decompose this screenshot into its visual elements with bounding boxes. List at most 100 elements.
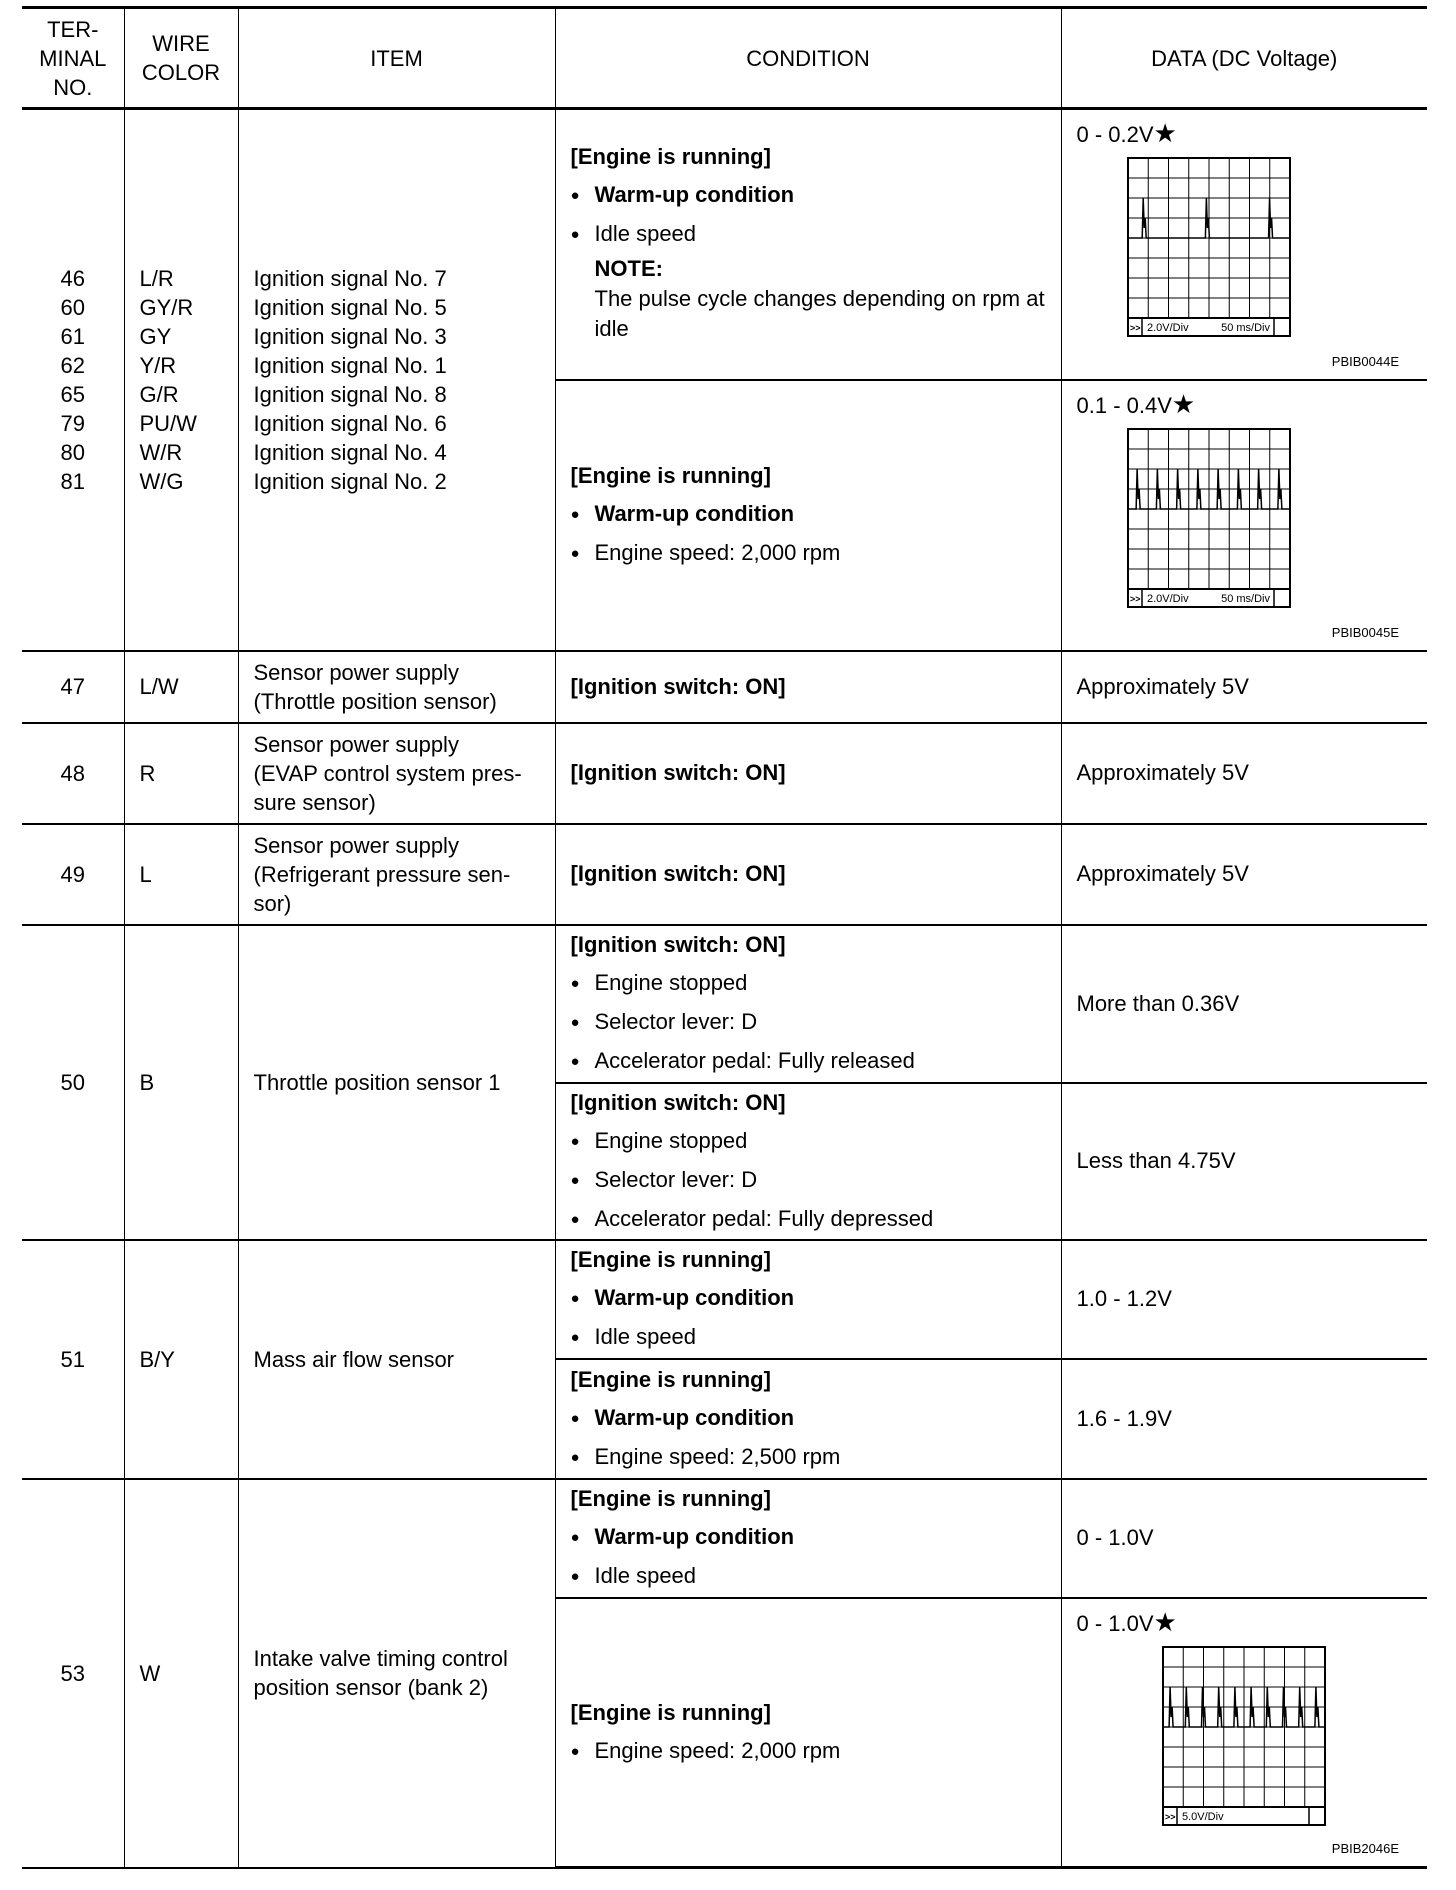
waveform-trace: [1127, 468, 1290, 510]
item-text: Ignition signal No. 5: [253, 294, 447, 320]
condition-bullet: Engine stopped: [571, 1122, 1053, 1161]
scope-corner-box: [1272, 587, 1291, 608]
terminal-no: 49: [22, 822, 125, 926]
condition: [Engine is running] Engine speed: 2,000 r…: [555, 1596, 1062, 1869]
condition-bullet: Engine speed: 2,500 rpm: [571, 1438, 1053, 1477]
item-text: sor): [253, 890, 292, 916]
item-text: Ignition signal No. 3: [253, 323, 447, 349]
condition-header: [Engine is running]: [570, 1366, 771, 1392]
data-value: 0 - 1.0V: [1077, 1525, 1428, 1551]
oscilloscope-waveform: >> 5.0V/Div: [1161, 1645, 1326, 1826]
table-row: 46 60 61 62 65 79 80 81 L/R GY/R GY Y/R G/R PU/W W/R W/…: [22, 107, 1428, 652]
terminal-number: 51: [60, 1346, 85, 1372]
data-value: 0.1 - 0.4V★: [1077, 389, 1428, 420]
table-row: [Engine is running] Warm-up conditionEngi…: [22, 378, 1428, 652]
voltage-value: 1.6 - 1.9V: [1076, 1405, 1172, 1431]
data-value: 1.0 - 1.2V: [1077, 1286, 1428, 1312]
header-wire-color: WIRE COLOR: [123, 6, 239, 110]
condition-bullet: Selector lever: D: [571, 1003, 1053, 1042]
data-value: 0 - 0.2V★: [1077, 118, 1428, 149]
voltage-value: Approximately 5V: [1076, 861, 1249, 886]
condition: [Engine is running] Warm-up conditionIdle…: [554, 107, 1062, 381]
voltage-value: 0 - 1.0V: [1076, 1610, 1154, 1636]
condition-header: [Ignition switch: ON]: [570, 673, 786, 699]
waveform-trace: [1162, 1686, 1325, 1728]
condition: [Ignition switch: ON] Engine stoppedSelec…: [555, 1081, 1062, 1241]
voltage-value: More than 0.36V: [1076, 990, 1240, 1016]
wire-color-value: Y/R: [139, 352, 177, 378]
item-text: Ignition signal No. 2: [253, 468, 447, 494]
wire-color-value: L/R: [139, 265, 174, 291]
scope-arrow-icon: >>: [1130, 594, 1141, 604]
scope-time-per-div: 50 ms/Div: [1221, 322, 1270, 334]
condition-bullet: Warm-up condition: [571, 1279, 1053, 1318]
condition-header: [Engine is running]: [570, 1699, 771, 1725]
data-value-cell: Approximately 5V: [1060, 721, 1427, 825]
scope-volts-per-div: 2.0V/Div: [1147, 322, 1189, 334]
wire-color-value: W/G: [139, 468, 184, 494]
item-text: Ignition signal No. 7: [253, 265, 447, 291]
table-row: 49 L Sensor power supply (Refrigerant press…: [22, 822, 1427, 926]
scope-volts-per-div: 5.0V/Div: [1182, 1811, 1224, 1823]
condition-bullet: Idle speed: [571, 1557, 1053, 1596]
star-icon: ★: [1171, 388, 1196, 419]
wire-color-value: GY: [139, 323, 172, 349]
item-text: Sensor power supply: [253, 659, 459, 685]
scope-arrow-icon: >>: [1165, 1812, 1176, 1822]
item-text: Throttle position sensor 1: [253, 1069, 501, 1095]
terminal-number: 49: [60, 861, 85, 887]
terminal-number: 81: [60, 468, 85, 494]
item-text: Ignition signal No. 6: [253, 410, 447, 436]
scope-arrow-icon: >>: [1130, 323, 1141, 333]
item-text: (EVAP control system pres-: [253, 760, 522, 786]
voltage-value: 0 - 0.2V: [1076, 122, 1154, 147]
wire-color-value: B: [139, 1069, 155, 1095]
header-condition: CONDITION: [554, 6, 1062, 110]
data-value-cell: More than 0.36V: [1060, 923, 1428, 1084]
wire-color-value: PU/W: [139, 410, 197, 436]
condition: [Engine is running] Warm-up conditionIdle…: [554, 1238, 1062, 1360]
terminal-number: 53: [60, 1660, 85, 1686]
condition-header: [Ignition switch: ON]: [570, 932, 786, 957]
condition-header: [Ignition switch: ON]: [570, 1089, 786, 1115]
note-text: The pulse cycle changes depending on rpm…: [594, 286, 1045, 341]
wire-color: R: [123, 721, 239, 825]
condition-header: [Ignition switch: ON]: [570, 861, 786, 886]
scope-time-per-div: 50 ms/Div: [1221, 593, 1270, 605]
item: Intake valve timing control position sens…: [237, 1477, 556, 1869]
data-value: More than 0.36V: [1077, 991, 1428, 1017]
condition-bullet: Selector lever: D: [571, 1161, 1053, 1200]
header-row: TER- MINAL NO. WIRE COLOR ITEM CONDITION…: [22, 6, 1427, 110]
figure-code: PBIB2046E: [1331, 1841, 1399, 1856]
condition-bullet: Warm-up condition: [571, 495, 1053, 534]
condition-bullet: Accelerator pedal: Fully depressed: [571, 1200, 1053, 1239]
terminal-number: 80: [60, 439, 85, 465]
condition-bullet: Warm-up condition: [571, 1399, 1053, 1438]
condition: [Ignition switch: ON] Engine stoppedSelec…: [554, 923, 1062, 1084]
wire-color: L: [123, 822, 239, 926]
item: Sensor power supply (Refrigerant pressure…: [237, 822, 556, 926]
wire-color-value: L/W: [139, 674, 179, 699]
item-text: Ignition signal No. 4: [253, 439, 447, 465]
table-row: [Engine is running] Warm-up conditionEngi…: [22, 1357, 1427, 1480]
condition-header: [Engine is running]: [570, 144, 771, 169]
scope-corner-box: [1307, 1805, 1326, 1826]
star-icon: ★: [1153, 118, 1177, 148]
item-text: position sensor (bank 2): [253, 1675, 489, 1700]
data-value: Approximately 5V: [1077, 674, 1428, 700]
item: Sensor power supply (EVAP control system …: [237, 721, 556, 825]
condition: [Ignition switch: ON]: [554, 649, 1062, 724]
table-row: 53 W Intake valve timing control position s…: [22, 1477, 1428, 1869]
terminal-number: 60: [60, 294, 85, 320]
terminal-number: 48: [60, 760, 85, 786]
condition-header: [Engine is running]: [570, 463, 771, 488]
data-value-cell: 0 - 0.2V★ >> 2.0V/Div 50 ms/Div PBIB0044E: [1060, 107, 1428, 381]
voltage-value: 1.0 - 1.2V: [1076, 1286, 1172, 1311]
table-row: 48 R Sensor power supply (EVAP control syst…: [22, 721, 1427, 825]
terminal-number: 50: [60, 1069, 85, 1095]
terminal-no: 51: [22, 1238, 125, 1480]
scope-arrow-box: [1161, 1805, 1178, 1826]
note-label: NOTE:: [594, 256, 663, 281]
item-text: sure sensor): [253, 789, 376, 815]
star-icon: ★: [1153, 1606, 1177, 1637]
